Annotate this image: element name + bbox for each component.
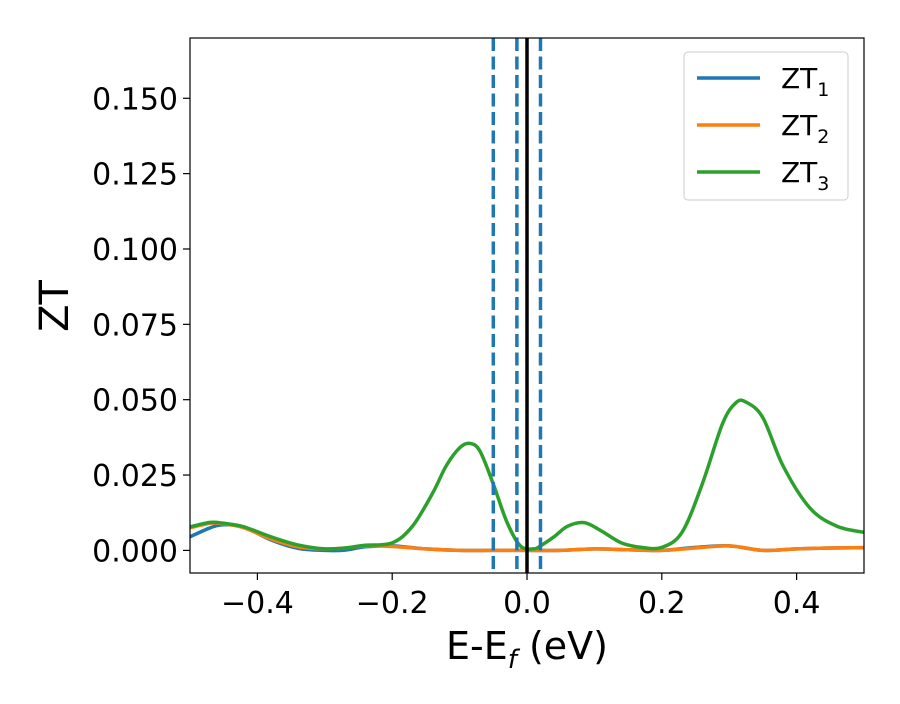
x-tick-label: 0.2 <box>638 586 686 621</box>
series-line-zt2 <box>190 521 864 553</box>
y-tick-label: 0.000 <box>92 534 178 569</box>
y-tick-label: 0.025 <box>92 459 178 494</box>
x-tick-label: −0.4 <box>221 586 294 621</box>
data-layer <box>190 38 864 573</box>
legend-label-zt3: ZT3 <box>781 156 829 195</box>
x-axis-label: E-Ef (eV) <box>446 624 608 675</box>
legend-box <box>683 51 849 201</box>
y-tick-label: 0.050 <box>92 384 178 419</box>
x-axis-label-main: E-E <box>446 624 508 668</box>
ticks-layer: −0.4 −0.2 0.0 0.2 0.4 0.000 0.025 0.050 0.075 0.1… <box>92 82 820 621</box>
y-tick-label: 0.100 <box>92 233 178 268</box>
legend-label-zt2: ZT2 <box>781 109 829 148</box>
x-axis-label-tail: (eV) <box>517 624 608 668</box>
x-tick-label: 0.0 <box>503 586 551 621</box>
y-axis-label: ZT <box>32 280 78 332</box>
x-tick-label: 0.4 <box>773 586 821 621</box>
y-tick-label: 0.075 <box>92 308 178 343</box>
y-tick-label: 0.150 <box>92 82 178 117</box>
y-tick-label: 0.125 <box>92 158 178 193</box>
x-tick-label: −0.2 <box>356 586 429 621</box>
legend-label-zt1: ZT1 <box>781 62 829 101</box>
legend: ZT1 ZT2 ZT3 <box>683 51 849 201</box>
